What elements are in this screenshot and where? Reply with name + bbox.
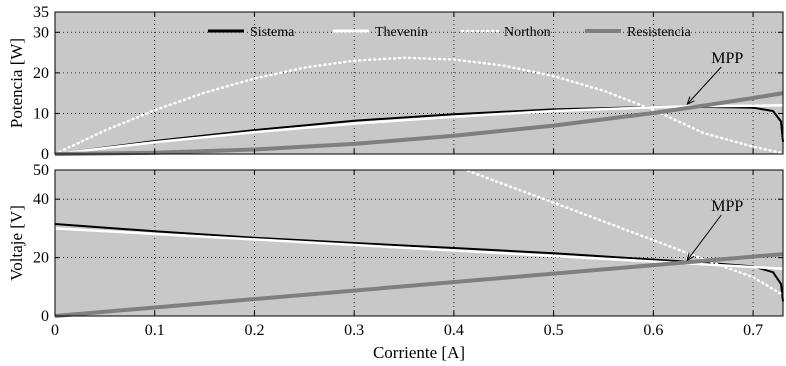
legend-label-resistencia: Resistencia	[627, 25, 692, 40]
power-y-tick-label: 10	[33, 105, 49, 122]
voltage-plot-area	[55, 170, 783, 316]
voltage-y-tick-label: 0	[41, 308, 49, 325]
voltage-series-sistema	[54, 223, 784, 302]
power-series-northon	[53, 56, 785, 156]
voltage-mpp-arrowhead	[686, 252, 695, 262]
voltage-series-resistencia	[54, 252, 784, 318]
voltage-y-tick-label: 50	[33, 162, 49, 179]
power-grid	[55, 12, 783, 154]
x-tick-label: 0.4	[444, 322, 464, 339]
power-series-resistencia	[54, 91, 784, 156]
power-plot: 0 10 20 30 35 Sistema Thevenin Northon Resisten…	[7, 4, 785, 163]
power-series-thevenin	[54, 104, 784, 156]
x-tick-label: 0.1	[145, 322, 165, 339]
x-tick-label: 0.3	[344, 322, 364, 339]
voltage-series	[54, 164, 785, 318]
power-y-tick-label: 30	[33, 24, 49, 41]
voltage-series-thevenin	[54, 227, 784, 270]
power-annotations: MPP	[686, 50, 743, 106]
power-y-axis-label: Potencia [W]	[7, 38, 26, 128]
power-series	[53, 56, 785, 156]
power-plot-frame	[54, 11, 784, 155]
voltage-y-tick-label: 20	[33, 250, 49, 267]
x-tick-label: 0	[51, 322, 59, 339]
power-mpp-label: MPP	[711, 50, 743, 67]
voltage-mpp-arrow	[686, 214, 722, 261]
power-y-tick-label: 0	[41, 146, 49, 163]
voltage-plot: 0 20 40 50 0 0.1 0.2 0.3 0.4 0.5 0.6 0.7 MPP Voltaj…	[7, 162, 785, 362]
voltage-annotations: MPP	[686, 198, 743, 262]
voltage-y-axis-label: Voltaje [V]	[7, 205, 26, 281]
voltage-ticks: 0 20 40 50 0 0.1 0.2 0.3 0.4 0.5 0.6 0.7	[33, 162, 783, 339]
voltage-plot-frame	[54, 169, 784, 317]
power-ticks: 0 10 20 30 35	[33, 4, 783, 163]
legend: Sistema Thevenin Northon Resistencia	[208, 25, 692, 40]
power-mpp-arrow	[686, 66, 722, 105]
power-plot-area	[55, 12, 783, 154]
voltage-mpp-label: MPP	[711, 198, 743, 215]
power-mpp-arrowhead	[686, 96, 695, 106]
voltage-series-northon	[452, 164, 785, 297]
power-y-tick-label: 35	[33, 4, 49, 21]
x-tick-label: 0.7	[743, 322, 763, 339]
legend-label-northon: Northon	[504, 25, 551, 40]
x-axis-label: Corriente [A]	[373, 343, 465, 362]
x-tick-label: 0.5	[544, 322, 564, 339]
legend-label-thevenin: Thevenin	[375, 25, 428, 40]
power-y-tick-label: 20	[33, 65, 49, 82]
x-tick-label: 0.2	[244, 322, 264, 339]
legend-label-sistema: Sistema	[250, 25, 295, 40]
x-tick-label: 0.6	[643, 322, 663, 339]
voltage-y-tick-label: 40	[33, 191, 49, 208]
